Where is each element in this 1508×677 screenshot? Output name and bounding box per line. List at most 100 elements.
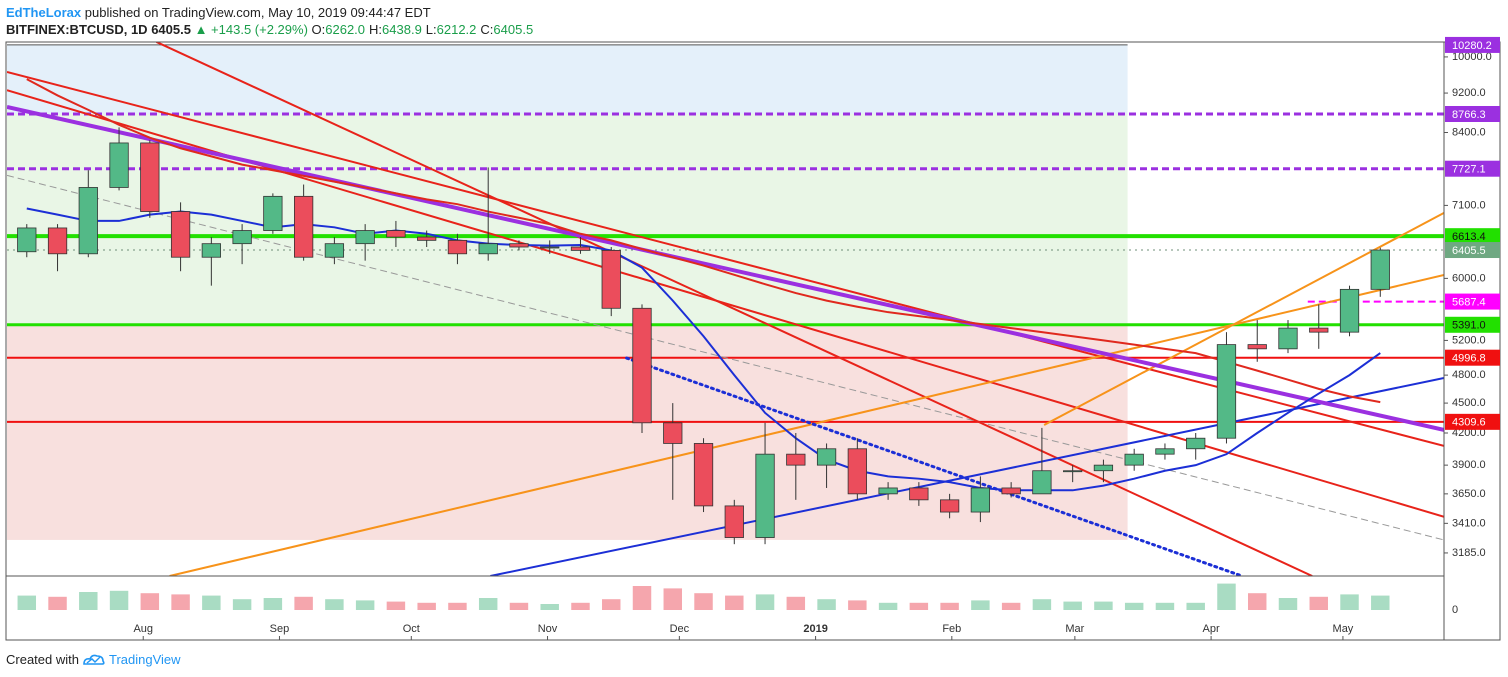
price-label: 6405.5 [1452, 245, 1486, 257]
price-label-box [1445, 349, 1500, 366]
header: EdTheLorax published on TradingView.com,… [6, 4, 533, 38]
candle-body [570, 246, 591, 251]
header-line: BITFINEX:BTCUSD, 1D 6405.5 ▲ +143.5 (+2.… [6, 21, 533, 38]
y-tick-label: 4500.0 [1452, 397, 1486, 409]
volume-bar [694, 593, 713, 610]
candle-body [693, 443, 714, 507]
candle-body [847, 448, 867, 495]
footer-text: Created with [6, 651, 79, 667]
volume-bar [663, 588, 682, 610]
volume-bar [202, 595, 221, 610]
volume-bar [1371, 595, 1390, 610]
trendline [7, 70, 1444, 447]
y-tick-label: 3650.0 [1452, 488, 1486, 500]
volume-bar [17, 595, 37, 610]
volume-bar [140, 593, 160, 610]
volume-bar [1032, 599, 1052, 610]
volume-bar [540, 604, 559, 610]
volume-bar [571, 602, 590, 610]
volume-bar [232, 599, 252, 610]
y-tick-label: 3185.0 [1452, 547, 1486, 559]
volume-bar [478, 598, 498, 610]
price-label-box [1445, 293, 1500, 310]
logo [83, 654, 105, 665]
volume-bar [786, 596, 806, 610]
moving-average [26, 78, 1381, 404]
volume-bar [1186, 602, 1205, 610]
last-price: 6405.5 [151, 22, 191, 37]
author[interactable]: EdTheLorax [6, 5, 82, 20]
volume-bar [848, 600, 867, 610]
candle-body [1063, 470, 1083, 473]
volume-bar [109, 590, 129, 610]
price-label: 8766.3 [1452, 109, 1486, 121]
y-tick-label: 4200.0 [1452, 427, 1486, 439]
volume-bar [263, 598, 283, 610]
price-label-box [1445, 413, 1500, 430]
x-tick-label: Apr [1203, 623, 1220, 635]
ohlc-value: 6438.9 [382, 22, 422, 37]
change: ▲ +143.5 (+2.29%) [194, 22, 308, 37]
brand[interactable]: TradingView [108, 651, 181, 667]
price-label: 6613.4 [1452, 231, 1486, 243]
trendline [490, 377, 1444, 576]
volume-bar [940, 602, 959, 610]
candle-body [1001, 487, 1021, 495]
price-label-box [1445, 105, 1500, 122]
zone [7, 44, 1128, 114]
volume-bar [355, 600, 375, 610]
volume-bar [602, 599, 621, 610]
volume-bar [971, 600, 990, 610]
candle-body [970, 487, 991, 513]
published: published on TradingView.com, May 10, 20… [84, 5, 431, 20]
candle-body [1216, 344, 1237, 439]
y-tick-label: 6000.0 [1452, 272, 1486, 284]
volume-bar [817, 599, 836, 610]
moving-average [26, 207, 1381, 492]
volume-bar [1155, 602, 1175, 610]
y-tick-label: 8400.0 [1452, 126, 1486, 138]
candle-body [386, 230, 406, 238]
volume-bar [1309, 596, 1328, 610]
candle-body [78, 187, 98, 255]
x-tick-label: Sep [270, 623, 290, 635]
price-label: 4996.8 [1452, 353, 1486, 365]
y-tick-label: 9200.0 [1452, 87, 1486, 99]
candle-body [786, 453, 806, 466]
volume-bar [1094, 601, 1113, 610]
volume-bar [417, 602, 436, 610]
volume-bar [1340, 594, 1359, 610]
candle-body [755, 453, 775, 538]
candle-body [109, 142, 129, 188]
y-tick-label: 7100.0 [1452, 199, 1486, 211]
candle-body [939, 499, 960, 513]
volume-bar [509, 602, 529, 610]
x-tick-label: May [1333, 623, 1354, 635]
candle-body [509, 243, 529, 248]
x-tick-label: Nov [538, 623, 558, 635]
candle-body [17, 227, 37, 253]
price-label-box [1445, 242, 1500, 259]
candle-body [816, 448, 837, 466]
volume-bar [755, 594, 775, 610]
x-tick-label: Mar [1065, 623, 1084, 635]
price-label: 7727.1 [1452, 164, 1486, 176]
candle-body [263, 195, 283, 231]
candle-body [170, 211, 191, 258]
trendline [7, 104, 1444, 432]
price-label-box [1445, 316, 1500, 333]
x-tick-label: Dec [670, 623, 690, 635]
candle-body [1247, 344, 1267, 350]
volume-bar [1001, 602, 1021, 610]
y-tick-label: 5200.0 [1452, 334, 1486, 346]
symbol: BITFINEX:BTCUSD, 1D [6, 22, 148, 37]
header-line: EdTheLorax published on TradingView.com,… [6, 4, 533, 21]
volume-bar [171, 594, 190, 610]
plot-area [7, 42, 1444, 576]
candle-body [324, 243, 345, 258]
volume-bar [725, 595, 744, 610]
ohlc-value: 6212.2 [436, 22, 477, 37]
candle-body [232, 230, 252, 245]
x-tick-label: Aug [133, 623, 153, 635]
